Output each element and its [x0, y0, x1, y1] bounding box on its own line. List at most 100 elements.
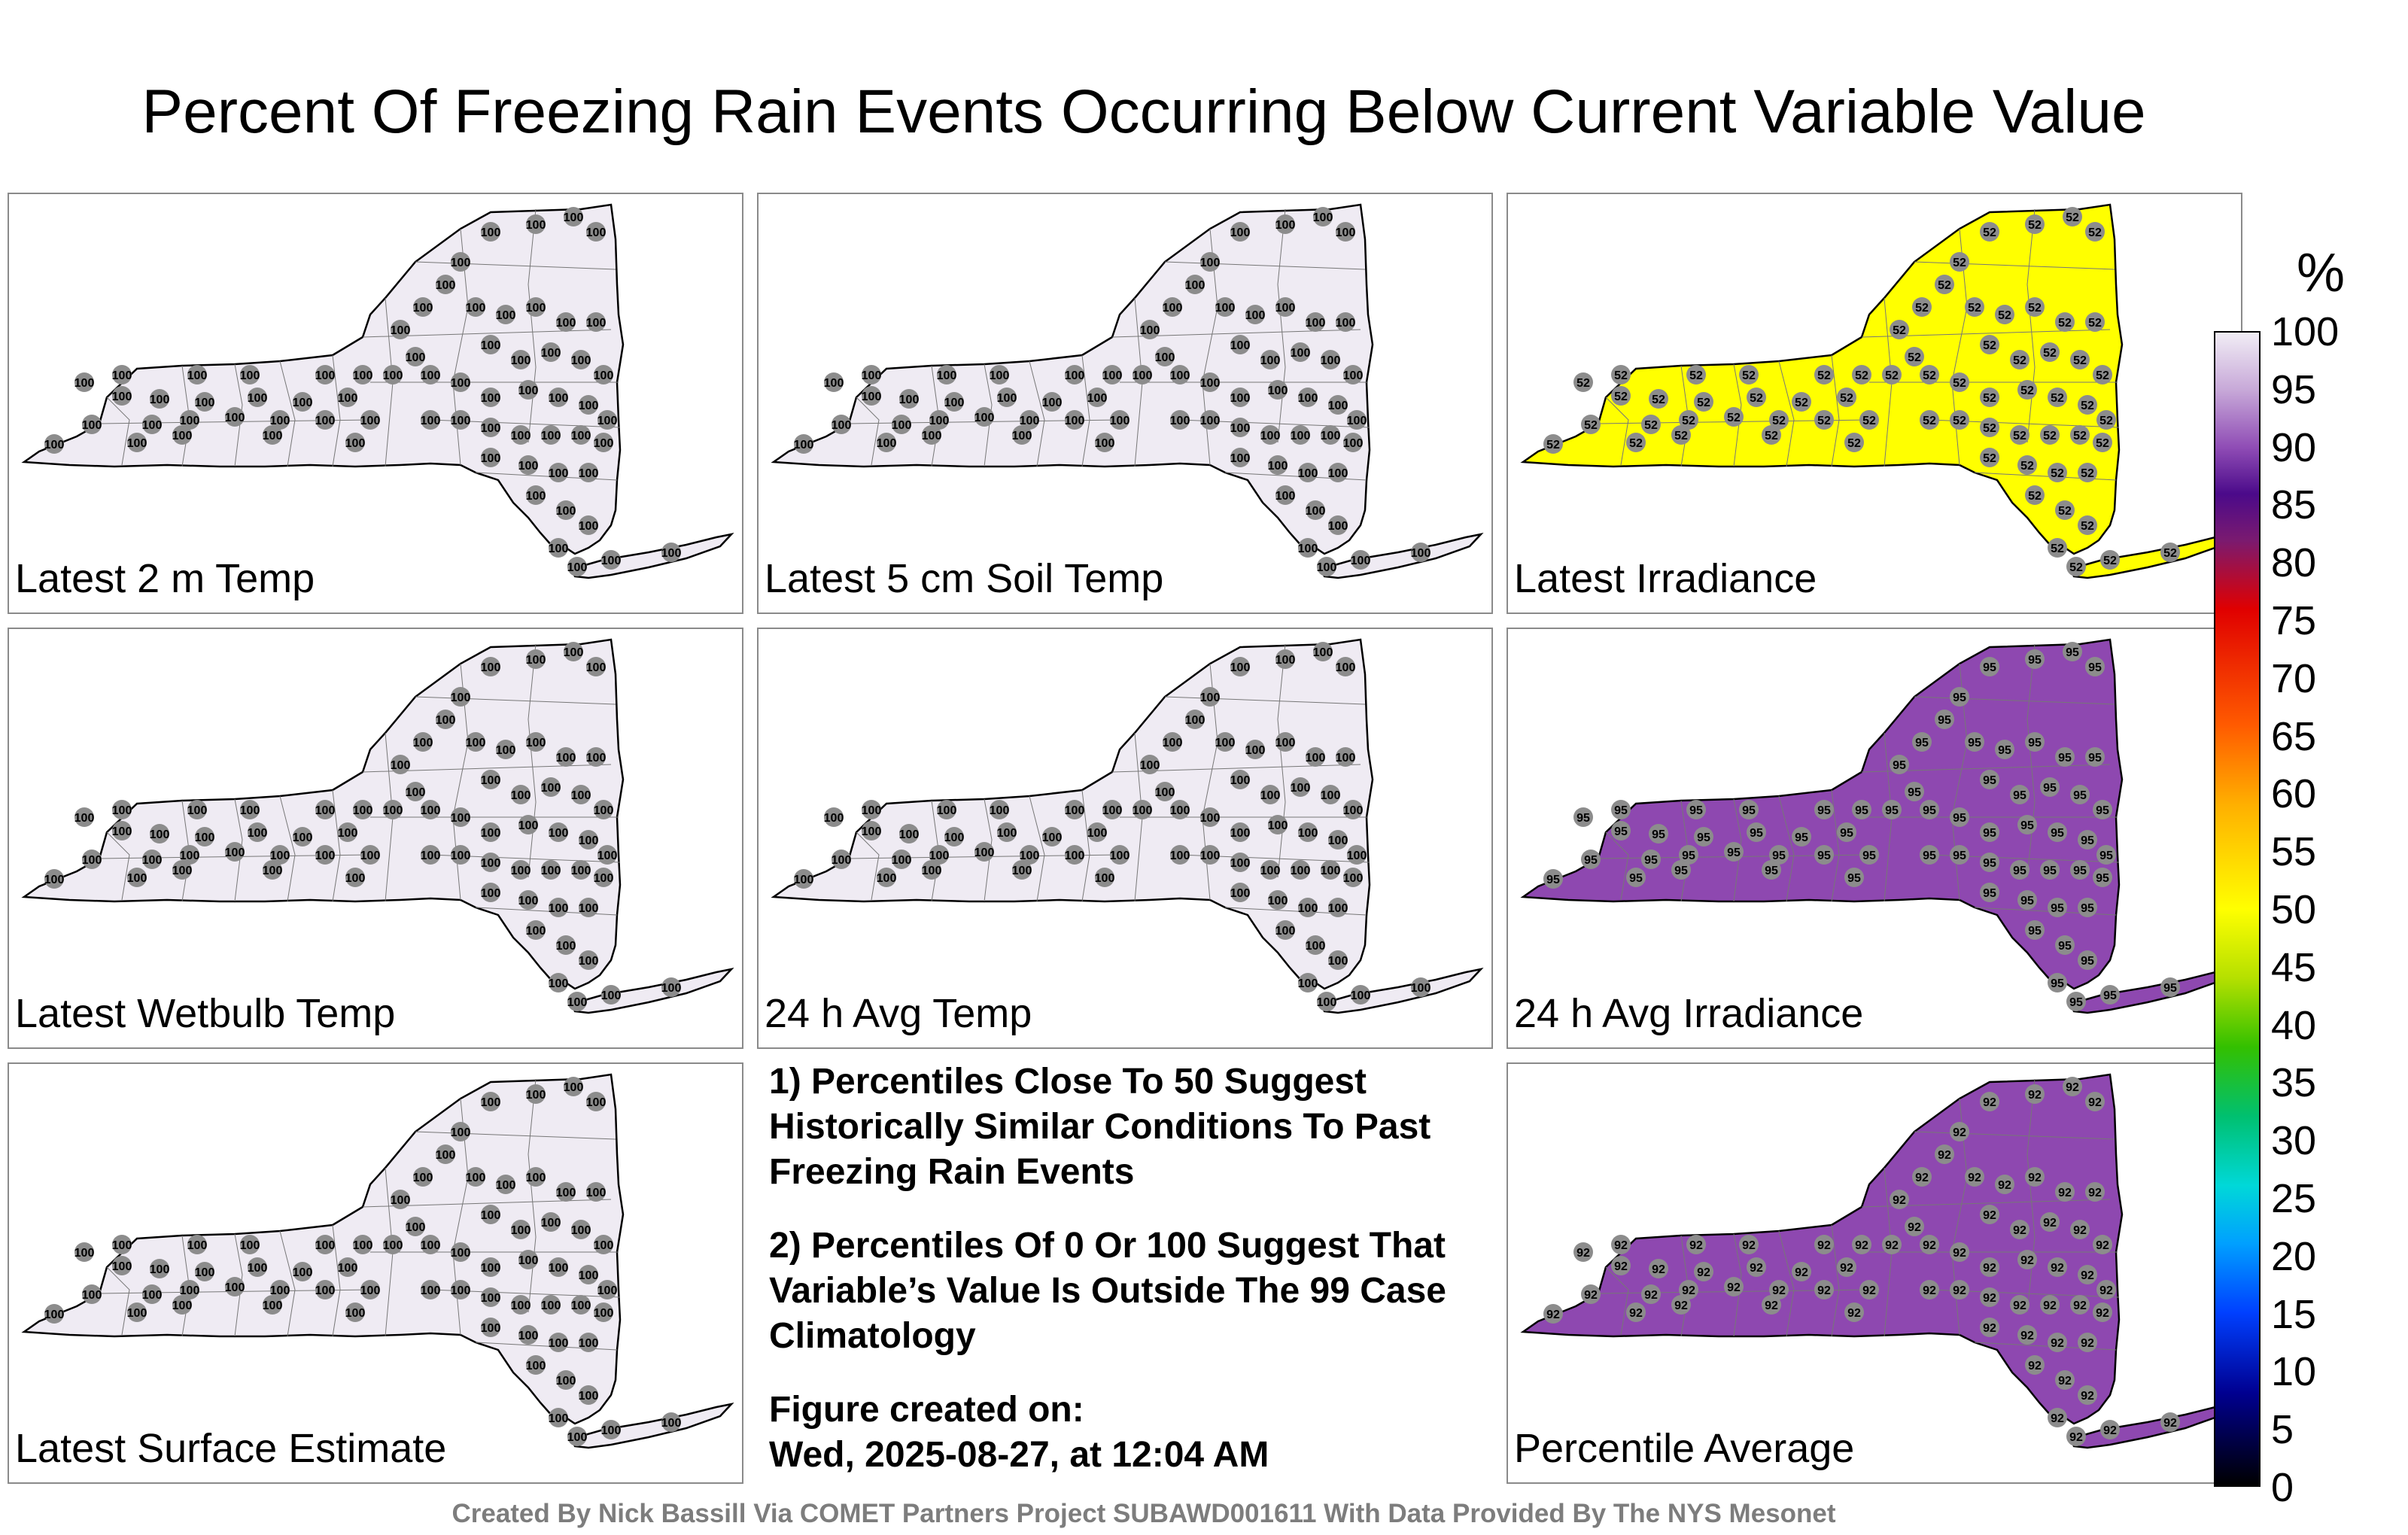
- station-value: 100: [1200, 692, 1221, 704]
- station-value: 100: [1185, 279, 1206, 292]
- station-value: 100: [112, 1239, 132, 1252]
- station-marker: [1769, 845, 1789, 865]
- station-marker: [360, 845, 380, 865]
- station-value: 52: [1652, 394, 1665, 406]
- station-value: 100: [511, 1224, 531, 1237]
- station-marker: [1336, 747, 1355, 767]
- station-marker: [2025, 920, 2045, 940]
- station-value: 100: [44, 874, 65, 886]
- station-marker: [1980, 448, 1999, 467]
- station-value: 100: [518, 1330, 539, 1342]
- station-marker: [391, 1190, 410, 1209]
- station-marker: [1920, 845, 1939, 865]
- station-value: 100: [383, 1239, 403, 1252]
- station-value: 92: [1847, 1307, 1861, 1320]
- station-marker: [1306, 312, 1325, 332]
- station-marker: [518, 1250, 538, 1269]
- station-value: 100: [518, 385, 539, 397]
- station-marker: [1747, 822, 1766, 842]
- station-marker: [481, 822, 500, 842]
- station-value: 100: [225, 847, 245, 859]
- station-value: 100: [172, 430, 193, 442]
- station-value: 95: [1983, 827, 1996, 840]
- county-border: [1733, 798, 1742, 902]
- station-marker: [990, 365, 1009, 385]
- station-value: 95: [2088, 752, 2102, 764]
- station-value: 92: [1765, 1299, 1778, 1312]
- station-value: 92: [1629, 1307, 1643, 1320]
- station-value: 100: [586, 661, 607, 674]
- station-marker: [1328, 515, 1348, 535]
- station-marker: [1679, 1280, 1698, 1299]
- station-marker: [526, 1167, 546, 1187]
- station-marker: [481, 883, 500, 902]
- station-marker: [1268, 380, 1288, 400]
- station-marker: [1163, 297, 1182, 317]
- station-value: 92: [2088, 1187, 2102, 1199]
- station-value: 100: [1012, 865, 1032, 877]
- station-value: 100: [549, 1337, 569, 1350]
- map-panel-wetbulb-temp: 100 100 100 100 100 100 100 100 100 100 100 100 100 1…: [8, 628, 743, 1049]
- station-value: 92: [1614, 1239, 1628, 1252]
- station-value: 100: [556, 940, 576, 953]
- station-value: 95: [2081, 834, 2094, 847]
- station-value: 52: [1614, 391, 1628, 403]
- station-value: 92: [1674, 1299, 1688, 1312]
- station-marker: [1230, 657, 1250, 676]
- station-value: 100: [556, 1375, 576, 1388]
- station-value: 100: [937, 369, 957, 382]
- station-marker: [44, 869, 64, 889]
- station-marker: [315, 845, 335, 865]
- station-value: 100: [556, 505, 576, 518]
- station-value: 52: [1855, 369, 1868, 382]
- colorbar-tick-label: 45: [2271, 944, 2317, 990]
- station-marker: [1275, 214, 1295, 234]
- created-value: Wed, 2025-08-27, at 12:04 AM: [769, 1435, 1269, 1475]
- county-border: [1277, 643, 1286, 878]
- station-marker: [1852, 1235, 1871, 1254]
- station-value: 100: [195, 831, 215, 844]
- station-marker: [1573, 372, 1593, 392]
- station-value: 52: [2096, 369, 2109, 382]
- station-marker: [74, 807, 94, 827]
- station-marker: [2070, 860, 2090, 880]
- colorbar-tick-label: 0: [2271, 1465, 2294, 1510]
- station-value: 95: [1968, 737, 1981, 749]
- station-value: 95: [1817, 850, 1831, 862]
- station-marker: [2070, 425, 2090, 445]
- station-value: 100: [360, 415, 381, 427]
- station-marker: [564, 642, 583, 661]
- station-marker: [511, 785, 531, 804]
- station-marker: [1980, 1092, 1999, 1111]
- station-marker: [1321, 425, 1340, 445]
- station-marker: [1328, 950, 1348, 970]
- station-marker: [862, 386, 881, 406]
- county-border: [234, 798, 243, 902]
- station-marker: [794, 869, 813, 889]
- station-value: 92: [1862, 1284, 1876, 1297]
- colorbar-tick-label: 70: [2271, 655, 2317, 701]
- station-value: 100: [1260, 354, 1281, 367]
- station-marker: [824, 372, 844, 392]
- county-border: [415, 696, 616, 705]
- station-marker: [1020, 410, 1039, 430]
- station-marker: [937, 800, 956, 819]
- station-marker: [929, 845, 949, 865]
- station-marker: [1641, 1284, 1661, 1304]
- station-value: 92: [2028, 1089, 2042, 1102]
- station-marker: [1328, 463, 1348, 482]
- station-marker: [496, 740, 515, 759]
- station-marker: [549, 538, 568, 558]
- station-marker: [466, 732, 485, 752]
- station-value: 100: [1230, 392, 1251, 405]
- station-value: 100: [112, 1260, 132, 1273]
- station-value: 92: [2066, 1081, 2079, 1094]
- station-value: 100: [391, 1194, 411, 1207]
- station-marker: [406, 782, 425, 801]
- station-marker: [1980, 657, 1999, 676]
- station-marker: [1543, 869, 1563, 889]
- station-marker: [451, 1122, 470, 1141]
- station-marker: [862, 800, 881, 819]
- station-marker: [1814, 410, 1834, 430]
- station-value: 95: [2096, 872, 2109, 885]
